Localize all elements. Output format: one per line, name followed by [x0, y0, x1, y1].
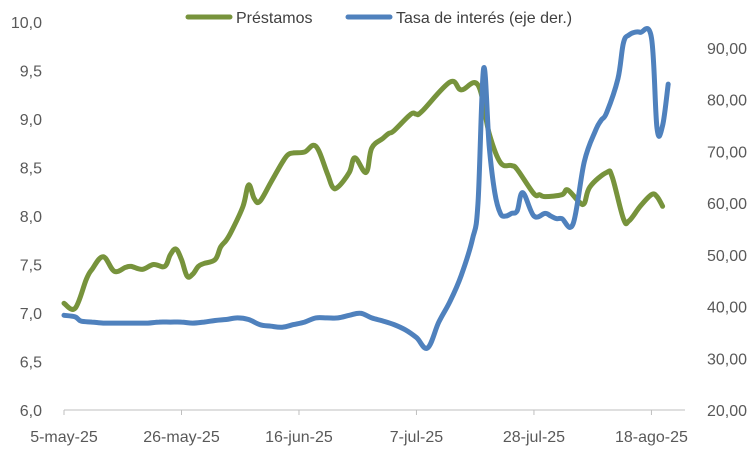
y-tick-label-left-5: 8,5: [20, 161, 42, 178]
axes: 6,0 6,5 7,0 7,5 8,0 8,5 9,0 9,5 10,0 20,00 30,00 40…: [11, 15, 747, 446]
y-tick-label-right-0: 20,00: [707, 403, 747, 420]
series-line-tasa-de-interes: [61, 26, 671, 351]
x-tick-label-2: 16-jun-25: [265, 429, 333, 446]
y-tick-label-right-5: 70,00: [707, 144, 747, 161]
y-tick-label-right-1: 30,00: [707, 351, 747, 368]
y-tick-label-right-7: 90,00: [707, 41, 747, 58]
x-tick-label-5: 18-ago-25: [615, 429, 688, 446]
y-tick-label-right-4: 60,00: [707, 196, 747, 213]
y-tick-label-left-6: 9,0: [20, 112, 42, 129]
x-tick-label-0: 5-may-25: [30, 429, 98, 446]
x-tick-label-1: 26-may-25: [143, 429, 220, 446]
legend-label-tasa-de-interes: Tasa de interés (eje der.): [396, 10, 572, 27]
y-tick-label-left-4: 8,0: [20, 209, 42, 226]
series-line-prestamos: [61, 78, 666, 312]
y-tick-label-right-3: 50,00: [707, 248, 747, 265]
series-lines: [61, 26, 671, 351]
y-tick-label-left-3: 7,5: [20, 258, 42, 275]
legend: Préstamos Tasa de interés (eje der.): [185, 10, 572, 27]
x-tick-label-3: 7-jul-25: [390, 429, 443, 446]
legend-label-prestamos: Préstamos: [236, 10, 312, 27]
y-tick-label-left-1: 6,5: [20, 355, 42, 372]
y-tick-label-right-6: 80,00: [707, 93, 747, 110]
y-tick-label-left-7: 9,5: [20, 64, 42, 81]
y-tick-label-left-0: 6,0: [20, 403, 42, 420]
y-tick-label-left-2: 7,0: [20, 306, 42, 323]
y-tick-label-right-2: 40,00: [707, 300, 747, 317]
y-tick-label-left-8: 10,0: [11, 15, 42, 32]
x-tick-label-4: 28-jul-25: [503, 429, 565, 446]
